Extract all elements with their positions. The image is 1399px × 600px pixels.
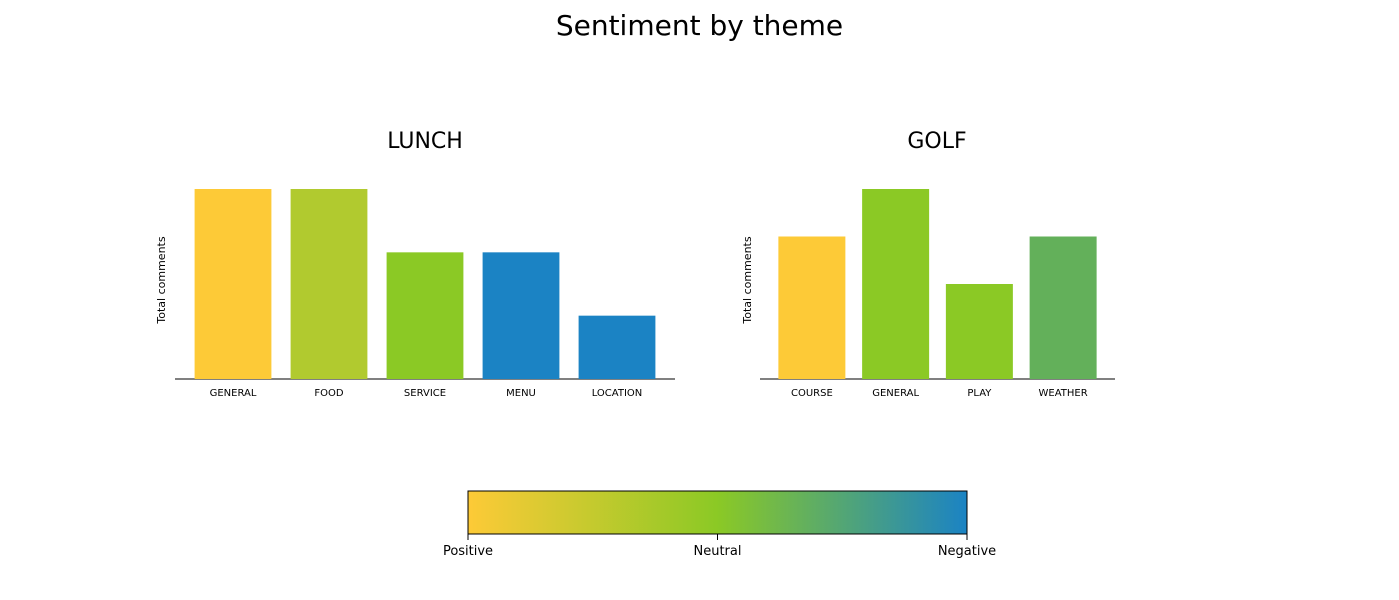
figure-title: Sentiment by theme	[556, 9, 843, 42]
golf-bar-play	[945, 284, 1013, 379]
golf-panel: GOLF Total comments COURSE GENERAL PLAY WEA…	[741, 129, 1115, 399]
colorbar: Positive Neutral Negative	[443, 490, 996, 559]
golf-tick-labels: COURSE GENERAL PLAY WEATHER	[791, 388, 1088, 399]
golf-bar-weather	[1029, 236, 1097, 379]
golf-y-axis-label: Total comments	[741, 236, 754, 324]
lunch-tick-location: LOCATION	[592, 388, 643, 399]
lunch-tick-labels: GENERAL FOOD SERVICE MENU LOCATION	[210, 388, 643, 399]
lunch-y-axis-label: Total comments	[155, 236, 168, 324]
lunch-tick-menu: MENU	[506, 388, 536, 399]
golf-tick-course: COURSE	[791, 388, 833, 399]
lunch-panel: LUNCH Total comments GENERAL FOOD SERVICE M…	[155, 129, 675, 399]
lunch-tick-food: FOOD	[314, 388, 343, 399]
lunch-bar-food	[290, 189, 368, 379]
lunch-title: LUNCH	[387, 129, 463, 154]
golf-title: GOLF	[907, 129, 966, 154]
lunch-bar-location	[578, 315, 656, 379]
golf-bars	[778, 189, 1097, 379]
golf-bar-course	[778, 236, 846, 379]
colorbar-gradient	[467, 490, 968, 535]
golf-tick-general: GENERAL	[872, 388, 919, 399]
lunch-bars	[194, 189, 656, 379]
colorbar-label-negative: Negative	[938, 544, 996, 559]
lunch-tick-service: SERVICE	[404, 388, 446, 399]
lunch-tick-general: GENERAL	[210, 388, 257, 399]
lunch-bar-general	[194, 189, 272, 379]
golf-tick-play: PLAY	[967, 388, 992, 399]
golf-tick-weather: WEATHER	[1039, 388, 1088, 399]
lunch-bar-service	[386, 252, 464, 379]
colorbar-label-neutral: Neutral	[694, 544, 742, 559]
lunch-bar-menu	[482, 252, 560, 379]
golf-bar-general	[862, 189, 930, 379]
colorbar-label-positive: Positive	[443, 544, 493, 559]
